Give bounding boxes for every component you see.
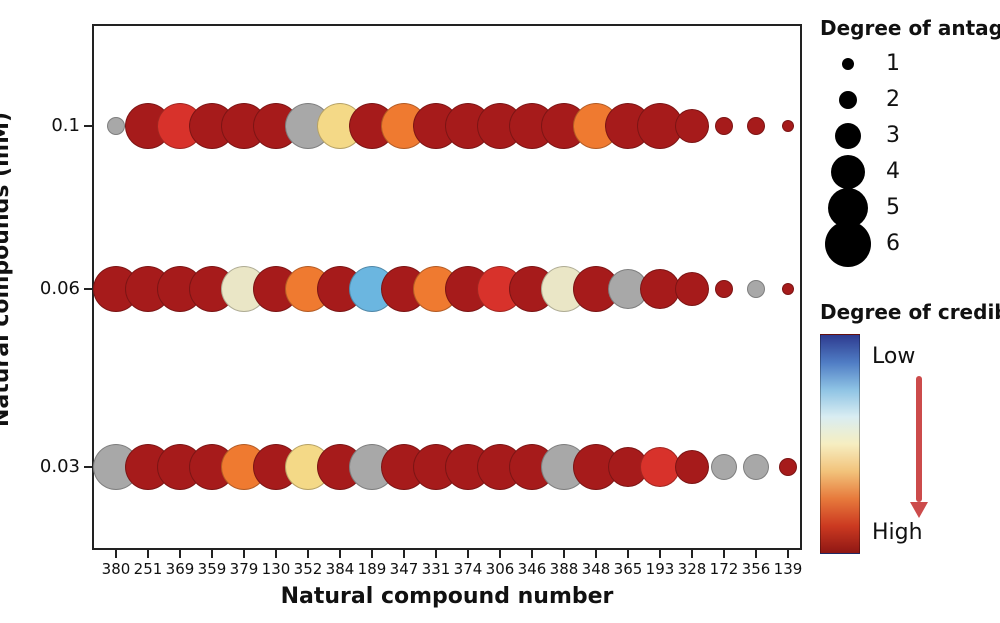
x-tick-label: 352 [294, 560, 323, 578]
y-tick-mark [84, 125, 92, 127]
legend-antagonism-item: 2 [820, 82, 980, 118]
x-tick-mark [275, 550, 277, 558]
x-tick-mark [403, 550, 405, 558]
y-tick-mark [84, 288, 92, 290]
data-point [779, 458, 797, 476]
legend-bubble-icon [842, 58, 854, 70]
y-tick-mark [84, 466, 92, 468]
data-point [640, 447, 680, 487]
legend-antagonism-title: Degree of antagonism [820, 16, 1000, 40]
x-tick-mark [531, 550, 533, 558]
legend-bubble-icon [839, 91, 857, 109]
data-point [715, 117, 733, 135]
x-tick-label: 130 [262, 560, 291, 578]
data-point [107, 117, 125, 135]
x-tick-label: 359 [198, 560, 227, 578]
x-tick-label: 139 [774, 560, 803, 578]
x-tick-mark [723, 550, 725, 558]
legend-antagonism-item: 1 [820, 46, 980, 82]
x-tick-label: 356 [742, 560, 771, 578]
credibility-high-label: High [872, 520, 923, 545]
y-tick-label: 0.1 [51, 115, 80, 136]
x-tick-label: 189 [358, 560, 387, 578]
x-tick-label: 369 [166, 560, 195, 578]
data-point [782, 120, 794, 132]
x-tick-label: 251 [134, 560, 163, 578]
x-tick-label: 306 [486, 560, 515, 578]
x-axis-title: Natural compound number [281, 584, 614, 609]
x-tick-mark [627, 550, 629, 558]
x-tick-mark [691, 550, 693, 558]
x-tick-mark [563, 550, 565, 558]
legend-credibility-title: Degree of credibility [820, 300, 1000, 324]
legend-antagonism-item: 3 [820, 118, 980, 154]
x-tick-label: 374 [454, 560, 483, 578]
x-tick-label: 348 [582, 560, 611, 578]
x-tick-label: 380 [102, 560, 131, 578]
x-tick-label: 331 [422, 560, 451, 578]
x-tick-mark [179, 550, 181, 558]
x-tick-label: 347 [390, 560, 419, 578]
legend-antagonism-item: 6 [820, 226, 980, 262]
x-tick-mark [147, 550, 149, 558]
y-axis-title: Natural compounds (mM) [0, 147, 14, 427]
data-point [675, 272, 709, 306]
legend-bubble-label: 5 [886, 195, 900, 220]
x-tick-label: 365 [614, 560, 643, 578]
x-tick-mark [435, 550, 437, 558]
legend-bubble-label: 2 [886, 87, 900, 112]
data-point [743, 454, 769, 480]
credibility-low-label: Low [872, 344, 915, 369]
data-point [715, 280, 733, 298]
x-tick-mark [467, 550, 469, 558]
data-point [675, 109, 709, 143]
legend-bubble-icon [835, 123, 861, 149]
legend-credibility: Degree of credibility Low High [820, 300, 1000, 324]
data-point [747, 280, 765, 298]
x-tick-mark [307, 550, 309, 558]
legend-bubble-label: 1 [886, 51, 900, 76]
x-tick-mark [499, 550, 501, 558]
credibility-colorbar [820, 334, 860, 554]
legend-bubble-label: 6 [886, 231, 900, 256]
x-tick-label: 346 [518, 560, 547, 578]
legend-antagonism-item: 4 [820, 154, 980, 190]
x-tick-label: 328 [678, 560, 707, 578]
data-point [711, 454, 737, 480]
x-tick-label: 388 [550, 560, 579, 578]
x-tick-label: 379 [230, 560, 259, 578]
data-point [782, 283, 794, 295]
y-tick-label: 0.03 [40, 456, 80, 477]
x-tick-mark [211, 550, 213, 558]
legend-bubble-icon [825, 221, 871, 267]
legend-antagonism: Degree of antagonism 123456 [820, 16, 1000, 40]
x-tick-mark [595, 550, 597, 558]
x-tick-label: 193 [646, 560, 675, 578]
x-tick-mark [659, 550, 661, 558]
x-tick-mark [339, 550, 341, 558]
x-tick-mark [243, 550, 245, 558]
x-tick-mark [115, 550, 117, 558]
legend-bubble-label: 4 [886, 159, 900, 184]
x-tick-label: 384 [326, 560, 355, 578]
x-tick-mark [371, 550, 373, 558]
data-point [675, 450, 709, 484]
chart-root: Natural compounds (mM) Natural compound … [0, 0, 1000, 623]
y-tick-label: 0.06 [40, 278, 80, 299]
legend-bubble-label: 3 [886, 123, 900, 148]
data-point [747, 117, 765, 135]
x-tick-label: 172 [710, 560, 739, 578]
x-tick-mark [755, 550, 757, 558]
x-tick-mark [787, 550, 789, 558]
legend-bubble-icon [831, 155, 865, 189]
data-point [640, 269, 680, 309]
